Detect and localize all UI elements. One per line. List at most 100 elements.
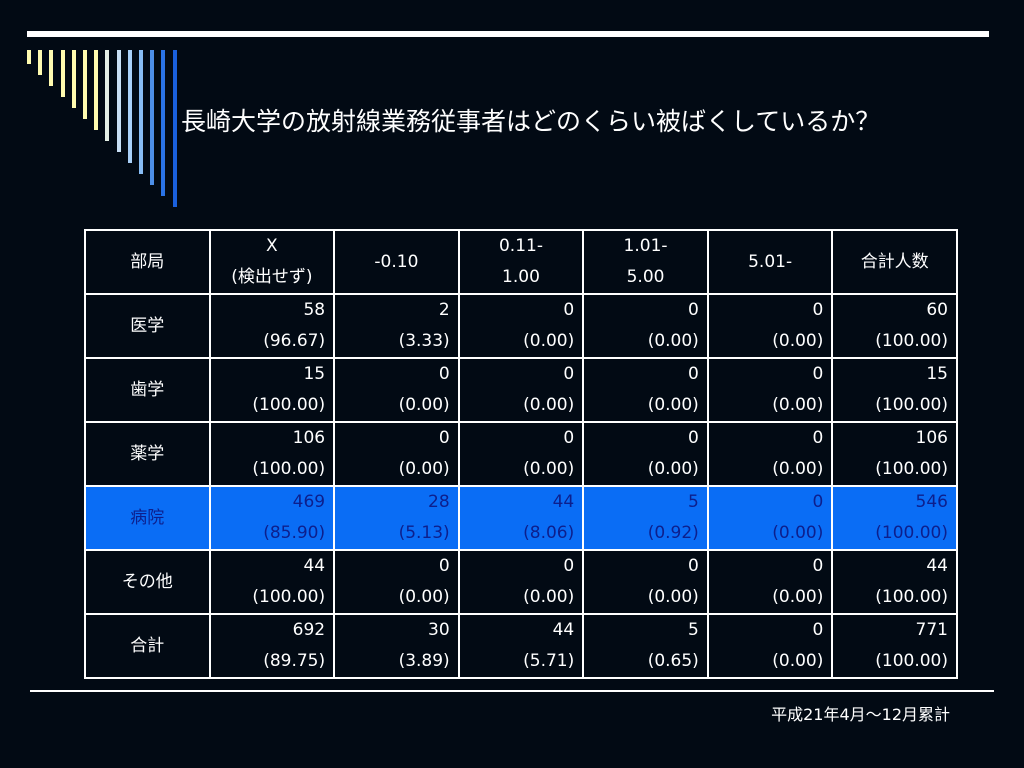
cell-percent: (0.00) — [398, 587, 450, 607]
cell-count: 0 — [438, 428, 450, 448]
header-text: X — [266, 236, 278, 256]
row-label: 医学 — [84, 293, 211, 359]
cell-percent: (0.00) — [398, 459, 450, 479]
cell-count: 28 — [428, 492, 450, 512]
table-cell: 5 (0.65) — [582, 613, 709, 679]
table-cell: 0 (0.00) — [706, 421, 834, 487]
row-label: 歯学 — [84, 357, 211, 423]
table-cell: 0 (0.00) — [582, 357, 709, 423]
header-range-1.01-5.00: 1.01- 5.00 — [582, 229, 709, 295]
table-cell: 0 (0.00) — [457, 421, 585, 487]
cell-count: 30 — [428, 620, 450, 640]
footnote-period: 平成21年4月～12月累計 — [771, 705, 950, 724]
cell-count: 106 — [292, 428, 326, 448]
cell-count: 0 — [687, 300, 699, 320]
slide-title: 長崎大学の放射線業務従事者はどのくらい被ばくしているか？ — [181, 107, 881, 136]
table-row: 合計 692 (89.75) 30 (3.89) 44 (5.71) 5 (0.65) 0 (0.0… — [84, 613, 958, 679]
header-department: 部局 — [84, 229, 211, 295]
table-body: 医学 58 (96.67) 2 (3.33) 0 (0.00) 0 (0.00) 0 (0.00) 6… — [84, 293, 958, 679]
decorative-bar — [117, 50, 121, 152]
cell-percent: (0.00) — [647, 587, 699, 607]
cell-count: 0 — [812, 364, 824, 384]
header-text: 合計人数 — [860, 251, 929, 272]
cell-percent: (100.00) — [875, 523, 948, 543]
decorative-bar — [150, 50, 154, 185]
cell-percent: (89.75) — [263, 651, 326, 671]
cell-count: 5 — [687, 620, 699, 640]
cell-count: 0 — [812, 300, 824, 320]
table-cell: 0 (0.00) — [706, 485, 834, 551]
table-cell: 0 (0.00) — [333, 357, 460, 423]
row-label: 合計 — [84, 613, 211, 679]
header-text: 5.00 — [626, 267, 665, 287]
cell-percent: (0.00) — [647, 459, 699, 479]
decorative-bar — [128, 50, 132, 163]
table-cell: 15 (100.00) — [831, 357, 958, 423]
cell-percent: (0.00) — [772, 523, 824, 543]
table-cell: 0 (0.00) — [582, 421, 709, 487]
cell-count: 0 — [438, 364, 450, 384]
header-text: (検出せず) — [231, 267, 313, 287]
cell-count: 44 — [926, 556, 948, 576]
cell-count: 469 — [292, 492, 326, 512]
decorative-bar — [83, 50, 87, 119]
cell-count: 771 — [915, 620, 948, 640]
table-row: 医学 58 (96.67) 2 (3.33) 0 (0.00) 0 (0.00) 0 (0.00) 6… — [84, 293, 958, 359]
cell-count: 58 — [303, 300, 326, 320]
cell-percent: (100.00) — [875, 587, 948, 607]
cell-percent: (0.00) — [523, 587, 575, 607]
header-range-0-0.10: -0.10 — [333, 229, 460, 295]
cell-count: 0 — [563, 364, 575, 384]
table-cell: 0 (0.00) — [706, 549, 834, 615]
table-row: 薬学 106 (100.00) 0 (0.00) 0 (0.00) 0 (0.00) 0 (0.00… — [84, 421, 958, 487]
cell-percent: (0.00) — [523, 395, 575, 415]
cell-percent: (0.00) — [523, 459, 575, 479]
cell-percent: (5.13) — [398, 523, 450, 543]
row-label: 薬学 — [84, 421, 211, 487]
cell-count: 2 — [438, 300, 450, 320]
cell-percent: (100.00) — [252, 395, 326, 415]
table-cell: 5 (0.92) — [582, 485, 709, 551]
table-cell: 0 (0.00) — [333, 421, 460, 487]
table-cell: 58 (96.67) — [208, 293, 336, 359]
cell-count: 0 — [687, 556, 699, 576]
table-cell: 692 (89.75) — [208, 613, 336, 679]
header-not-detected: X (検出せず) — [208, 229, 336, 295]
cell-percent: (0.65) — [647, 651, 699, 671]
header-text: -0.10 — [374, 251, 419, 272]
cell-count: 0 — [812, 556, 824, 576]
cell-percent: (0.92) — [647, 523, 699, 543]
cell-count: 0 — [438, 556, 450, 576]
cell-percent: (100.00) — [875, 651, 948, 671]
cell-percent: (100.00) — [252, 587, 326, 607]
table-cell: 2 (3.33) — [333, 293, 460, 359]
cell-percent: (0.00) — [772, 651, 824, 671]
cell-count: 0 — [687, 428, 699, 448]
table-cell: 44 (100.00) — [831, 549, 958, 615]
cell-percent: (0.00) — [772, 587, 824, 607]
cell-count: 60 — [926, 300, 948, 320]
table-cell: 469 (85.90) — [208, 485, 336, 551]
cell-percent: (3.89) — [398, 651, 450, 671]
header-text: 0.11- — [498, 236, 543, 256]
table-cell: 44 (5.71) — [457, 613, 585, 679]
cell-count: 0 — [687, 364, 699, 384]
cell-count: 15 — [926, 364, 948, 384]
header-range-0.11-1.00: 0.11- 1.00 — [457, 229, 585, 295]
cell-percent: (0.00) — [398, 395, 450, 415]
header-text: 5.01- — [748, 251, 793, 272]
cell-percent: (85.90) — [263, 523, 326, 543]
cell-count: 546 — [915, 492, 948, 512]
table-cell: 0 (0.00) — [706, 613, 834, 679]
header-text: 1.01- — [623, 236, 668, 256]
cell-percent: (0.00) — [772, 459, 824, 479]
cell-percent: (0.00) — [772, 331, 824, 351]
decorative-bar — [49, 50, 53, 86]
table-cell: 0 (0.00) — [333, 549, 460, 615]
table-cell: 0 (0.00) — [457, 357, 585, 423]
decorative-bar — [139, 50, 143, 174]
table-cell: 44 (8.06) — [457, 485, 585, 551]
table-cell: 0 (0.00) — [706, 357, 834, 423]
cell-percent: (0.00) — [647, 395, 699, 415]
table-cell: 0 (0.00) — [582, 549, 709, 615]
